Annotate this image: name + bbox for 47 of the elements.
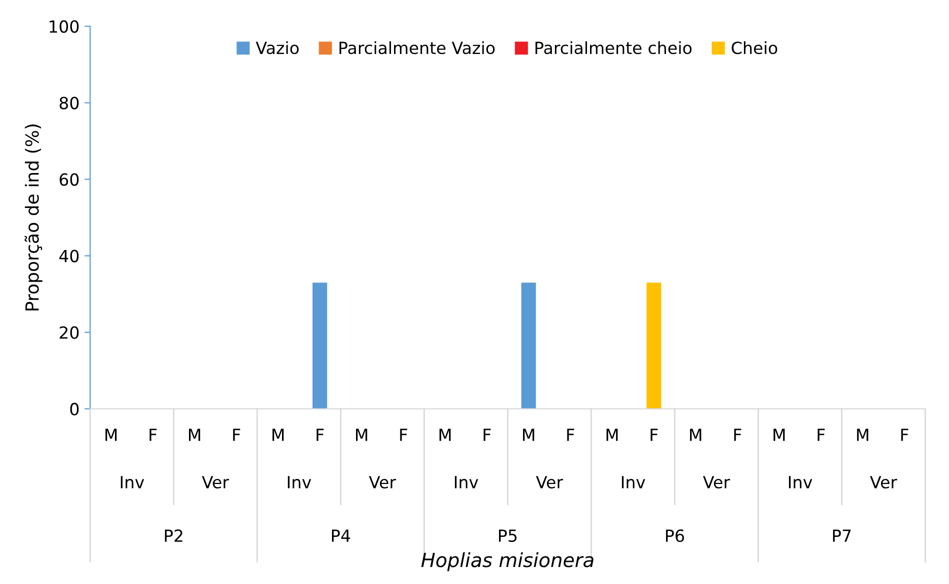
text: Inv	[454, 476, 478, 488]
text: Ver	[703, 476, 730, 488]
text: P5	[499, 530, 517, 542]
text: Inv	[120, 476, 144, 488]
text: P7	[833, 530, 851, 542]
x-tick-label: M	[105, 428, 117, 441]
x-tick-label: M	[440, 428, 451, 441]
legend-label: Parcialmente cheio	[536, 41, 692, 54]
text: P2	[164, 529, 182, 542]
x-tick-label: M	[774, 428, 785, 441]
y-tick-label: 0	[70, 402, 79, 416]
text: Ver	[202, 476, 230, 488]
x-tick-label: F	[400, 428, 408, 441]
x-tick-label: M	[188, 428, 200, 441]
x-tick-label: F	[734, 428, 742, 441]
x-tick-label: M	[857, 428, 868, 441]
x-tick-label: M	[606, 428, 618, 441]
y-tick-label: 20	[60, 326, 79, 339]
text: Inv	[788, 476, 812, 488]
x-tick-label: F	[901, 428, 908, 441]
legend-label: Parcialmente Vazio	[340, 41, 495, 54]
x-tick-label: F	[316, 428, 324, 441]
legend-label: Vazio	[256, 41, 299, 54]
text: Ver	[368, 476, 396, 488]
text: Ver	[536, 476, 564, 488]
x-tick-label: M	[690, 428, 702, 441]
text: P6	[666, 529, 684, 542]
x-tick-label: M	[272, 428, 284, 441]
x-tick-label: F	[650, 428, 658, 441]
x-tick-label: M	[523, 428, 534, 441]
x-tick-label: F	[150, 428, 157, 441]
y-tick-label: 60	[60, 173, 79, 186]
x-tick-label: F	[567, 428, 574, 441]
legend-label: Cheio	[732, 41, 778, 54]
y-axis-title: Proporção de ind (%)	[24, 124, 42, 310]
x-tick-label: F	[233, 428, 240, 441]
x-tick-label: F	[818, 428, 825, 441]
text: Inv	[288, 476, 312, 488]
y-tick-label: 80	[60, 96, 79, 110]
text: P4	[332, 530, 350, 542]
y-tick-label: 100	[50, 20, 79, 33]
text: Inv	[622, 476, 646, 488]
x-tick-label: F	[484, 428, 491, 441]
y-tick-label: 40	[59, 250, 79, 262]
text: Ver	[870, 476, 898, 488]
text: Hoplias misionera	[421, 552, 594, 572]
x-tick-label: M	[356, 428, 368, 441]
